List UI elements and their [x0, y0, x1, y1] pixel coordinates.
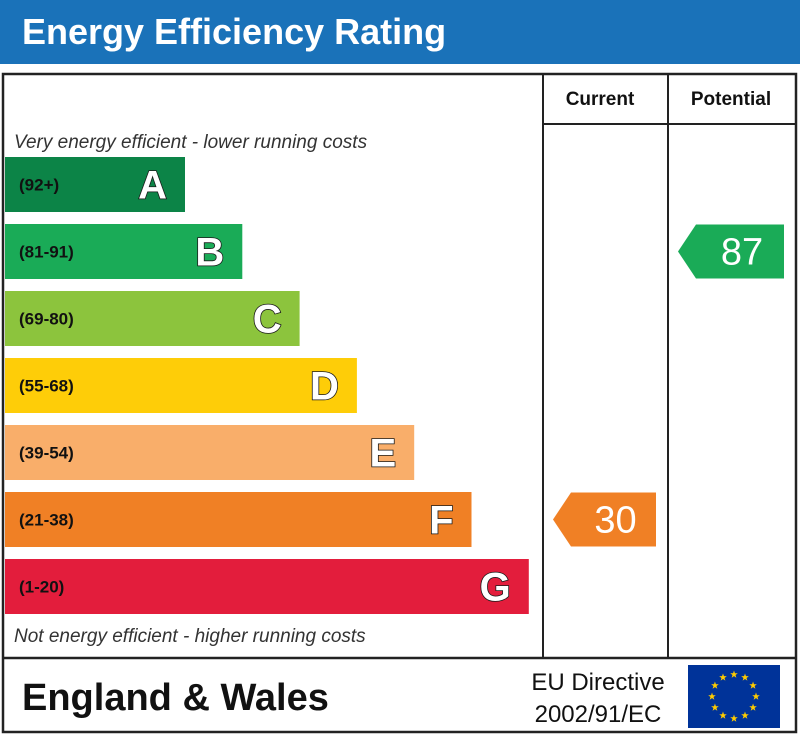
band-e-range: (39-54) [19, 444, 74, 463]
band-c-letter: C [253, 298, 282, 342]
potential-column-header: Potential [691, 89, 771, 110]
band-a-bar [5, 157, 185, 212]
band-d-letter: D [310, 365, 339, 409]
current-rating-value: 30 [594, 500, 636, 542]
band-g-bar [5, 559, 529, 614]
eu-star-icon [708, 692, 716, 700]
title-bar: Energy Efficiency Rating [0, 0, 800, 64]
current-column-header: Current [566, 89, 635, 110]
chart-frame [1, 72, 798, 734]
potential-rating-arrow [678, 224, 784, 279]
band-f-range: (21-38) [19, 511, 74, 530]
band-e-letter: E [370, 432, 397, 476]
eu-star-icon [711, 703, 719, 711]
eu-star-icon [711, 681, 719, 689]
band-c-bar [5, 291, 300, 346]
eu-star-icon [730, 714, 738, 722]
band-c-range: (69-80) [19, 310, 74, 329]
eu-star-icon [719, 711, 727, 719]
eu-star-icon [749, 703, 757, 711]
potential-rating-value: 87 [721, 232, 763, 274]
rating-arrows: 30 87 [553, 224, 784, 547]
eu-star-icon [741, 673, 749, 681]
band-b-range: (81-91) [19, 243, 74, 262]
band-g-letter: G [480, 566, 511, 610]
band-a-letter: A [138, 164, 167, 208]
eu-star-icon [749, 681, 757, 689]
rating-bands: (92+) A (81-91) B (69-80) C (55-68) D (39-54) E (2… [5, 157, 529, 614]
band-a-range: (92+) [19, 176, 59, 195]
top-note: Very energy efficient - lower running co… [14, 132, 368, 153]
eu-star-icon [730, 670, 738, 678]
band-f-letter: F [429, 499, 453, 543]
directive-line-1: EU Directive [531, 669, 664, 696]
chart-title: Energy Efficiency Rating [22, 11, 447, 52]
eu-star-icon [719, 673, 727, 681]
current-rating-arrow [553, 492, 656, 547]
bottom-note: Not energy efficient - higher running co… [14, 626, 366, 647]
band-e-bar [5, 425, 415, 480]
eu-star-icon [752, 692, 760, 700]
directive-line-2: 2002/91/EC [535, 701, 662, 728]
band-b-letter: B [195, 231, 224, 275]
band-g-range: (1-20) [19, 578, 64, 597]
band-d-range: (55-68) [19, 377, 74, 396]
region-label: England & Wales [22, 677, 329, 719]
band-d-bar [5, 358, 357, 413]
eu-flag-icon [688, 665, 780, 728]
band-b-bar [5, 224, 243, 279]
band-f-bar [5, 492, 472, 547]
eu-star-icon [741, 711, 749, 719]
